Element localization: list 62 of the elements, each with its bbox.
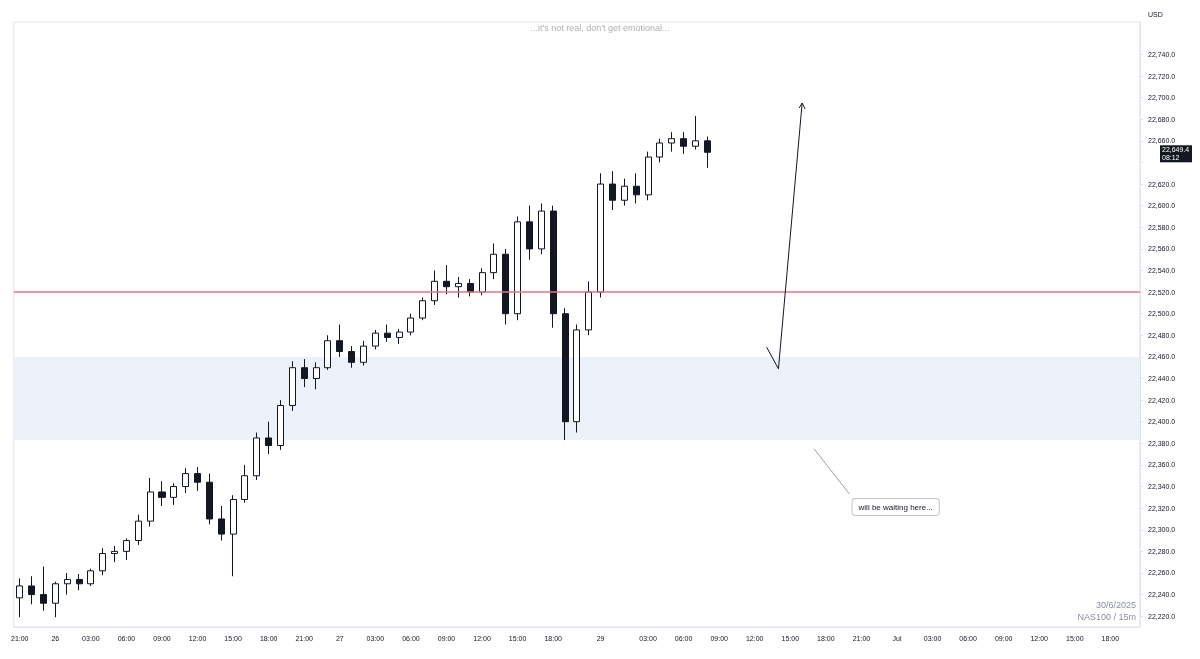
candlestick xyxy=(99,547,106,576)
candlestick xyxy=(313,361,320,390)
candlestick xyxy=(514,215,521,321)
candlestick xyxy=(621,178,628,207)
candlestick xyxy=(585,280,592,336)
candlestick xyxy=(253,432,260,481)
candlestick xyxy=(692,115,699,150)
candlestick xyxy=(680,131,687,155)
candlestick xyxy=(550,205,557,329)
candlestick xyxy=(633,172,640,204)
candlestick xyxy=(609,170,616,211)
candlestick xyxy=(526,205,533,261)
candlestick xyxy=(502,248,509,325)
candlestick xyxy=(419,296,426,321)
candlestick xyxy=(384,324,391,343)
candlestick xyxy=(324,334,331,371)
candlestick xyxy=(158,480,166,507)
chart-title: ...it's not real, don't get emotional... xyxy=(530,22,670,33)
candlestick xyxy=(218,505,225,542)
annotation: will be waiting here... xyxy=(857,502,933,512)
candlestick xyxy=(443,264,450,295)
candlestick xyxy=(455,276,462,298)
candlestick xyxy=(40,566,47,612)
candlestick xyxy=(265,421,272,455)
candlestick xyxy=(194,466,201,492)
candlestick xyxy=(147,477,154,528)
candlestick xyxy=(573,324,580,434)
candlestick xyxy=(289,360,296,412)
candlestick xyxy=(396,328,403,345)
candlestick xyxy=(206,473,213,525)
candlestick xyxy=(76,573,83,591)
candlestick xyxy=(123,537,130,561)
annotation: NAS100 / 15m xyxy=(1077,611,1136,622)
candlestick xyxy=(538,203,545,255)
candlestick xyxy=(490,242,497,280)
candlestick xyxy=(336,324,343,358)
candlestick xyxy=(182,467,189,494)
candlestick xyxy=(111,545,118,563)
candlestick xyxy=(704,136,711,169)
candlestick xyxy=(64,572,71,596)
candlestick xyxy=(52,581,59,618)
candlestick xyxy=(372,329,379,350)
candlestick xyxy=(28,575,35,605)
candlestick xyxy=(277,399,284,451)
candlestick xyxy=(87,568,94,587)
candlestick xyxy=(479,267,486,296)
candlestick xyxy=(348,345,355,369)
candlestick xyxy=(230,494,237,577)
candlestick xyxy=(135,514,142,546)
candlestick xyxy=(562,307,569,441)
candlestick xyxy=(241,464,248,504)
candlestick xyxy=(645,151,652,201)
candlestick xyxy=(407,313,414,336)
candlestick xyxy=(170,482,177,506)
candlestick xyxy=(431,269,438,306)
candlestick xyxy=(597,172,604,298)
annotation: 30/6/2025 xyxy=(1095,599,1137,610)
candlestick xyxy=(360,340,367,367)
candlestick xyxy=(668,131,675,153)
candlestick xyxy=(301,358,308,388)
candlestick xyxy=(656,138,663,163)
candlestick xyxy=(16,577,23,618)
